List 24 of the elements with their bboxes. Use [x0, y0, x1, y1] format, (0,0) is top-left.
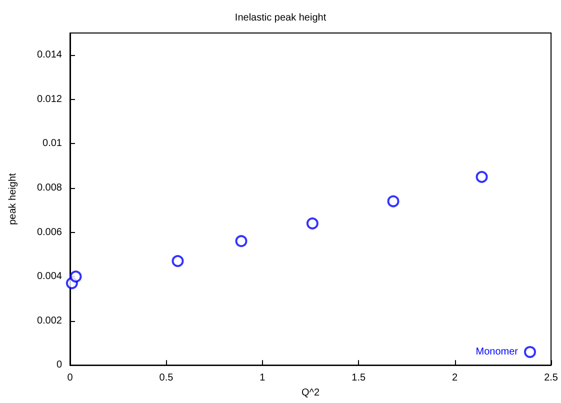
y-tick-label: 0.004 — [36, 271, 62, 282]
legend-label: Monomer — [476, 346, 519, 358]
x-tick-label: 0 — [67, 372, 74, 384]
y-tick-label: 0.008 — [36, 182, 62, 194]
y-tick-label: 0.014 — [36, 50, 62, 61]
point — [70, 270, 82, 283]
point — [172, 255, 184, 268]
x-tick-label: 0.5 — [159, 372, 174, 384]
x-axis-title: Q^2 — [302, 388, 320, 398]
point — [235, 235, 248, 248]
y-tick-label: 0 — [56, 360, 62, 371]
x-tick-label: 2.5 — [544, 372, 558, 384]
y-tick-label: 0.002 — [36, 315, 62, 326]
y-tick-label: 0.006 — [36, 226, 62, 238]
point — [387, 195, 400, 208]
point — [476, 170, 488, 183]
chart-title: Inelastic peak height — [234, 12, 326, 24]
y-tick-label: 0.01 — [42, 138, 62, 150]
y-tick-label: 0.012 — [36, 94, 62, 105]
x-tick-label: 2 — [452, 372, 458, 384]
point — [306, 217, 318, 230]
x-tick-label: 1 — [260, 372, 266, 384]
x-tick-label: 1.5 — [352, 372, 366, 384]
y-axis-title: peak height — [8, 172, 18, 225]
